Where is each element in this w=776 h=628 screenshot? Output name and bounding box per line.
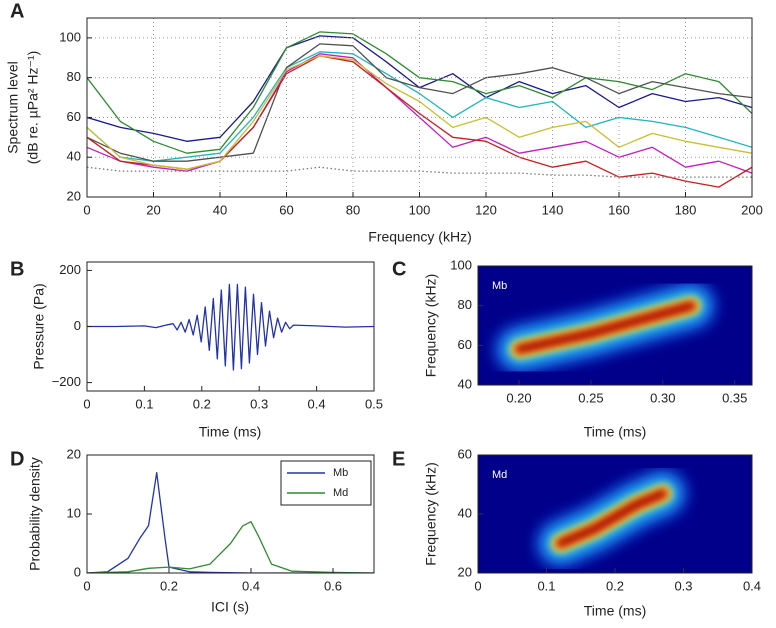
panel-label: A <box>10 0 24 22</box>
plot-area <box>537 470 686 567</box>
x-tick-label: 0.2 <box>606 578 624 593</box>
data-line <box>87 283 374 371</box>
x-tick-label: 40 <box>213 202 227 217</box>
y-axis-label: Probability density <box>27 457 43 571</box>
plot-frame <box>86 261 375 392</box>
y-axis-label: Spectrum level <box>5 61 21 154</box>
data-line <box>87 55 752 170</box>
y-tick-label: 0 <box>74 564 81 579</box>
x-tick-label: 0.35 <box>722 390 747 405</box>
data-line <box>87 472 374 573</box>
x-tick-label: 0.2 <box>193 396 211 411</box>
x-tick-label: 0.5 <box>365 396 383 411</box>
x-tick-label: 20 <box>146 202 160 217</box>
y-axis-label: Frequency (kHz) <box>423 274 439 377</box>
y-tick-label: 40 <box>67 149 81 164</box>
x-tick-label: 100 <box>409 202 431 217</box>
spectral-ridge <box>557 490 666 547</box>
plot-frame <box>86 454 375 574</box>
y-tick-label: 40 <box>458 505 472 520</box>
y-tick-label: 100 <box>450 257 472 272</box>
plot-frame <box>86 17 753 198</box>
x-axis-label: Time (ms) <box>584 603 646 619</box>
x-tick-label: 140 <box>542 202 564 217</box>
x-tick-label: 0.4 <box>743 578 761 593</box>
legend-label: Mb <box>333 467 348 479</box>
x-tick-label: 0.6 <box>324 578 342 593</box>
x-tick-label: 0 <box>83 202 90 217</box>
x-tick-label: 0 <box>474 578 481 593</box>
spectral-ridge <box>516 302 695 353</box>
annotation: Mb <box>492 280 507 292</box>
y-tick-label: 80 <box>67 69 81 84</box>
y-axis-label: Pressure (Pa) <box>31 283 47 369</box>
plot-frame <box>477 265 753 386</box>
x-tick-label: 80 <box>346 202 360 217</box>
x-axis-label: Frequency (kHz) <box>368 229 471 245</box>
y-tick-label: −200 <box>52 374 81 389</box>
x-tick-label: 0.20 <box>506 390 531 405</box>
x-tick-label: 0 <box>83 396 90 411</box>
y-axis-label: Frequency (kHz) <box>423 462 439 565</box>
x-tick-label: 0.25 <box>578 390 603 405</box>
x-tick-label: 0.4 <box>242 578 260 593</box>
plot-frame <box>477 454 753 574</box>
y-tick-label: 10 <box>67 505 81 520</box>
y-axis-label: (dB re. µPa² Hz⁻¹) <box>25 51 41 164</box>
x-tick-label: 0.30 <box>650 390 675 405</box>
y-tick-label: 100 <box>59 29 81 44</box>
legend-label: Md <box>333 487 348 499</box>
legend-box <box>280 460 372 506</box>
x-tick-label: 0 <box>83 578 90 593</box>
y-tick-label: 20 <box>67 446 81 461</box>
annotation: Md <box>492 469 507 481</box>
plot-area <box>87 283 374 371</box>
x-tick-label: 0.1 <box>537 578 555 593</box>
data-line <box>87 35 752 142</box>
y-tick-label: 40 <box>458 376 472 391</box>
data-line <box>87 51 752 162</box>
y-tick-label: 0 <box>74 318 81 333</box>
data-line <box>87 521 374 573</box>
y-tick-label: 60 <box>458 446 472 461</box>
x-tick-label: 0.2 <box>160 578 178 593</box>
panel-label: E <box>392 448 405 470</box>
panel-label: B <box>10 258 24 280</box>
x-tick-label: 0.3 <box>250 396 268 411</box>
y-tick-label: 20 <box>458 564 472 579</box>
panel-label: C <box>392 258 406 280</box>
panel-label: D <box>10 448 24 470</box>
x-tick-label: 200 <box>741 202 763 217</box>
x-axis-label: Time (ms) <box>199 424 261 440</box>
y-tick-label: 60 <box>67 109 81 124</box>
x-tick-label: 160 <box>608 202 630 217</box>
y-tick-label: 80 <box>458 297 472 312</box>
y-tick-label: 200 <box>59 262 81 277</box>
plot-area <box>496 282 715 373</box>
x-tick-label: 0.4 <box>308 396 326 411</box>
y-tick-label: 60 <box>458 337 472 352</box>
data-line <box>87 166 752 178</box>
x-tick-label: 120 <box>475 202 497 217</box>
plot-area <box>87 472 374 573</box>
x-axis-label: ICI (s) <box>211 599 249 615</box>
x-axis-label: Time (ms) <box>584 424 646 440</box>
x-tick-label: 60 <box>279 202 293 217</box>
plot-area <box>87 31 752 188</box>
y-tick-label: 20 <box>67 188 81 203</box>
x-tick-label: 180 <box>675 202 697 217</box>
x-tick-label: 0.3 <box>674 578 692 593</box>
x-tick-label: 0.1 <box>135 396 153 411</box>
data-line <box>87 43 752 162</box>
